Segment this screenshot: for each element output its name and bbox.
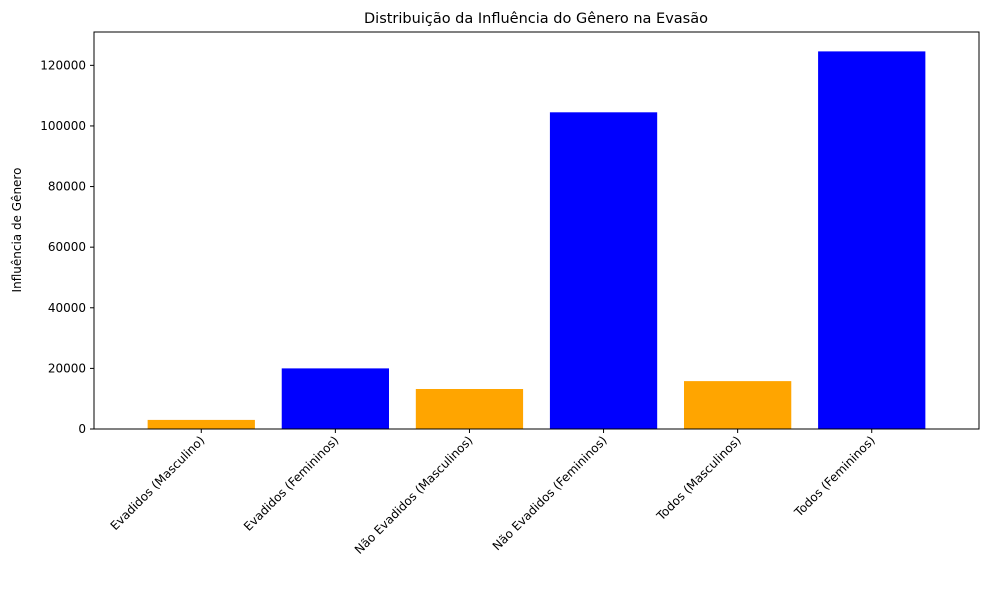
y-axis-label: Influência de Gênero — [10, 168, 24, 293]
y-ticks-group: 0 20000 40000 60000 80000 100000 120000 — [40, 58, 94, 436]
y-tick-label: 20000 — [48, 361, 86, 375]
y-tick-label: 80000 — [48, 180, 86, 194]
bar-1 — [147, 419, 255, 429]
bar-2 — [281, 368, 389, 429]
chart-title: Distribuição da Influência do Gênero na … — [364, 11, 708, 27]
plot-frame — [93, 31, 980, 430]
bars-group — [147, 51, 926, 430]
bar-3 — [415, 388, 524, 429]
y-tick-label: 40000 — [48, 301, 86, 315]
bar-5 — [684, 381, 792, 429]
y-tick-label: 0 — [78, 422, 86, 436]
y-tick-label: 100000 — [40, 119, 86, 133]
y-tick-label: 120000 — [40, 58, 86, 72]
bar-4 — [549, 112, 658, 430]
bar-6 — [818, 51, 926, 430]
y-tick-label: 60000 — [48, 240, 86, 254]
